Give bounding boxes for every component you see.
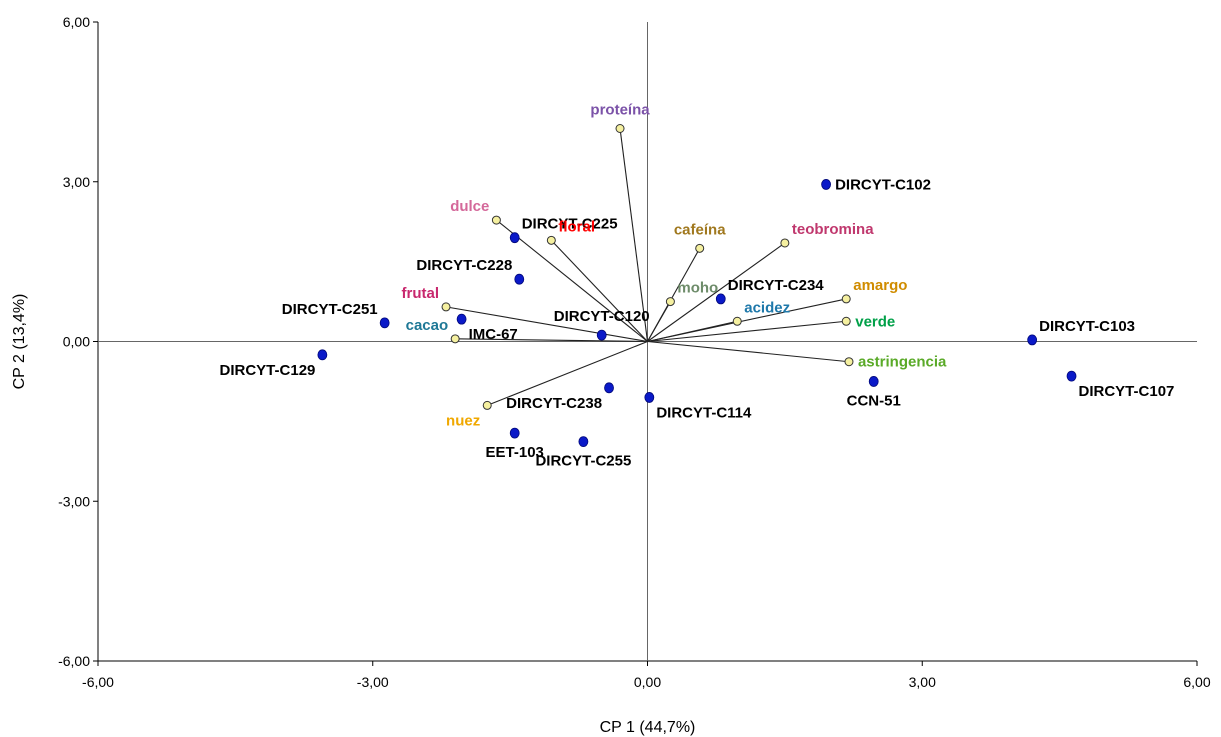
variable-vector bbox=[455, 338, 648, 343]
variable-point bbox=[441, 302, 451, 312]
variable-vector bbox=[619, 128, 649, 342]
observation-point bbox=[604, 382, 614, 394]
observation-point bbox=[578, 436, 589, 448]
variable-vector bbox=[487, 340, 648, 406]
x-tick-label: -6,00 bbox=[82, 674, 114, 690]
observation-label: DIRCYT-C103 bbox=[1039, 318, 1135, 335]
observation-point bbox=[1066, 370, 1077, 382]
variable-vector bbox=[647, 301, 671, 342]
variable-vector bbox=[647, 320, 738, 343]
observation-label: DIRCYT-C129 bbox=[220, 362, 316, 379]
variable-label: amargo bbox=[853, 277, 907, 294]
variable-vector bbox=[550, 239, 648, 342]
observation-point bbox=[456, 313, 467, 325]
x-tick-label: 3,00 bbox=[909, 674, 936, 690]
observation-label: DIRCYT-C238 bbox=[506, 395, 602, 412]
x-tick-label: 0,00 bbox=[634, 674, 661, 690]
variable-vector bbox=[445, 306, 648, 343]
y-tick-label: 0,00 bbox=[63, 334, 90, 350]
variable-label: nuez bbox=[446, 412, 480, 429]
axes: -6,00 -3,00 0,00 3,00 6,00 -6,00 -3,00 0,00 3,00… bbox=[58, 14, 1211, 690]
variable-point bbox=[491, 215, 501, 225]
variable-label: moho bbox=[677, 280, 718, 297]
variable-label: cafeína bbox=[674, 221, 726, 238]
variable-label: proteína bbox=[590, 102, 650, 119]
x-tick-label: 6,00 bbox=[1183, 674, 1210, 690]
variable-label: teobromina bbox=[792, 221, 874, 238]
y-tick-label: -3,00 bbox=[58, 493, 90, 509]
variable-label: astringencia bbox=[858, 354, 947, 371]
variable-point bbox=[841, 316, 851, 326]
observation-point bbox=[509, 427, 520, 439]
observation-point bbox=[1027, 334, 1038, 346]
variable-vectors bbox=[445, 128, 850, 406]
y-tick-label: 3,00 bbox=[63, 174, 90, 190]
observation-point bbox=[715, 293, 726, 305]
variable-point bbox=[546, 235, 556, 245]
variable-point bbox=[450, 334, 460, 344]
variable-label: dulce bbox=[450, 198, 489, 215]
variable-label: floral bbox=[558, 218, 595, 235]
variable-vector bbox=[647, 340, 850, 363]
y-axis-title: CP 2 (13,4%) bbox=[11, 294, 28, 390]
variable-point bbox=[780, 238, 790, 248]
observation-label: DIRCYT-C114 bbox=[656, 404, 752, 421]
observation-label: DIRCYT-C255 bbox=[535, 453, 631, 470]
variable-point bbox=[482, 400, 492, 410]
variable-point bbox=[695, 243, 705, 253]
observation-label: EET-103 bbox=[486, 444, 544, 461]
variable-vector bbox=[647, 242, 786, 342]
x-axis-title: CP 1 (44,7%) bbox=[600, 719, 696, 736]
observation-point bbox=[317, 349, 328, 361]
x-tick-label: -3,00 bbox=[357, 674, 389, 690]
observation-points: DIRCYT-C102 DIRCYT-C225 DIRCYT-C228 DIRCYT-… bbox=[220, 176, 1175, 469]
variable-point bbox=[844, 357, 854, 367]
observation-label: DIRCYT-C234 bbox=[728, 277, 825, 294]
observation-label: CCN-51 bbox=[847, 392, 901, 409]
variable-label: frutal bbox=[402, 285, 440, 302]
observation-label: DIRCYT-C120 bbox=[554, 308, 650, 325]
observation-point bbox=[868, 376, 879, 387]
observation-point bbox=[644, 392, 655, 403]
observation-point bbox=[821, 179, 831, 190]
variable-points: proteína dulce floral cafeína teobromina moho… bbox=[402, 102, 947, 430]
variable-vector bbox=[496, 219, 648, 342]
observation-label: DIRCYT-C225 bbox=[522, 216, 618, 233]
variable-point bbox=[732, 316, 742, 326]
variable-label: acidez bbox=[744, 299, 790, 316]
observation-label: DIRCYT-C251 bbox=[282, 301, 378, 318]
observation-label: DIRCYT-C228 bbox=[416, 257, 512, 274]
observation-label: IMC-67 bbox=[469, 326, 518, 343]
variable-vector bbox=[647, 320, 847, 343]
variable-point bbox=[841, 294, 851, 304]
variable-point bbox=[615, 124, 625, 133]
observation-label: DIRCYT-C102 bbox=[835, 176, 931, 193]
variable-point bbox=[665, 297, 675, 307]
y-tick-label: 6,00 bbox=[63, 14, 90, 30]
variable-label: verde bbox=[855, 313, 895, 330]
observation-point bbox=[509, 232, 520, 244]
variable-label: cacao bbox=[406, 317, 449, 334]
observation-point bbox=[596, 329, 607, 341]
y-tick-label: -6,00 bbox=[58, 653, 90, 669]
observation-point bbox=[514, 273, 525, 285]
observation-point bbox=[379, 317, 390, 329]
observation-label: DIRCYT-C107 bbox=[1079, 383, 1175, 400]
